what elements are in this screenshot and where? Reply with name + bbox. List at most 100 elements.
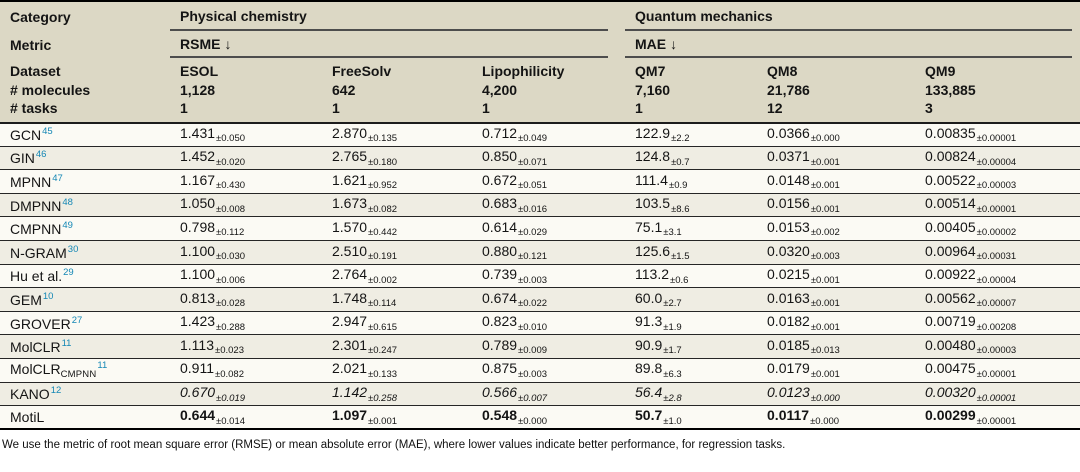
citation-ref-link[interactable]: 29: [63, 267, 74, 279]
metric-error: ±0.001: [810, 274, 840, 286]
metric-value: 0.674: [482, 289, 518, 306]
table-row: GROVER27 1.423±0.288 2.947±0.615 0.823±0.01…: [0, 311, 1080, 336]
dataset-name: Lipophilicity: [482, 63, 565, 79]
metric-value: 0.00922: [925, 266, 976, 283]
metric-mae-cell: MAE ↓: [625, 31, 1080, 58]
value-cell: 0.00299±0.00001: [915, 405, 1080, 431]
metric-error: ±0.013: [810, 345, 840, 357]
value-cell: 0.0156±0.001: [757, 193, 916, 218]
citation-ref-link[interactable]: 30: [67, 243, 79, 255]
value-cell: 125.6±1.5: [625, 240, 758, 265]
metric-value: 90.9: [635, 336, 663, 353]
table-row: MolCLR11 1.113±0.023 2.301±0.247 0.789±0.00…: [0, 334, 1080, 359]
metric-error: ±0.112: [216, 227, 245, 239]
method-cell: KANO12: [0, 382, 170, 407]
metric-value: 1.113: [180, 336, 214, 353]
citation-ref-link[interactable]: 12: [50, 385, 62, 397]
citation-ref-link[interactable]: 47: [52, 172, 63, 184]
metric-value: 1.142: [332, 384, 368, 401]
method-name: Hu et al.: [10, 268, 63, 285]
metric-error: ±0.002: [368, 274, 398, 286]
metric-value: 0.00480: [925, 336, 976, 353]
metric-value: 1.167: [180, 171, 216, 188]
metric-error: ±3.1: [663, 227, 682, 239]
value-cell: 2.765±0.180: [322, 146, 472, 171]
dataset-tasks: 1: [332, 100, 340, 116]
metric-error: ±0.00001: [976, 203, 1017, 215]
group-quantum-mechanics: Quantum mechanics: [625, 1, 1080, 31]
value-cell: 0.739±0.003: [472, 264, 626, 289]
metric-value: 1.097: [332, 407, 368, 424]
dataset-name: QM9: [925, 63, 956, 79]
value-cell: 0.911±0.082: [170, 358, 322, 383]
metric-value: 0.0320: [767, 242, 810, 259]
method-name: KANO: [10, 386, 50, 403]
metric-value: 2.764: [332, 266, 368, 283]
citation-ref-link[interactable]: 45: [42, 126, 53, 138]
metric-value: 1.570: [332, 218, 368, 235]
value-cell: 1.423±0.288: [170, 311, 322, 336]
metric-error: ±0.014: [216, 415, 246, 427]
metric-value: 0.875: [482, 360, 518, 377]
value-cell: 1.621±0.952: [322, 169, 472, 194]
method-cell: MolCLR11: [0, 334, 170, 359]
metric-error: ±0.288: [216, 321, 246, 333]
table-footnote: We use the metric of root mean square er…: [2, 439, 786, 452]
dataset-molecules: 642: [332, 81, 356, 98]
metric-error: ±0.001: [368, 415, 398, 427]
metric-label-cell: Metric: [0, 31, 170, 58]
metric-rsme-cell: RSME ↓: [170, 31, 626, 58]
metric-error: ±0.000: [810, 133, 840, 145]
metric-label: Metric: [10, 36, 52, 53]
citation-ref-link[interactable]: 10: [42, 290, 54, 302]
metric-error: ±0.016: [518, 203, 548, 215]
value-cell: 1.050±0.008: [170, 193, 322, 218]
value-cell: 1.100±0.006: [170, 264, 322, 289]
metric-value: 0.798: [180, 218, 216, 235]
metric-error: ±2.8: [663, 392, 682, 404]
metric-value: 2.947: [332, 313, 368, 330]
value-cell: 1.570±0.442: [322, 216, 472, 241]
metric-value: 0.00514: [925, 195, 976, 212]
metric-value: 0.0148: [767, 171, 810, 188]
method-name: GIN: [10, 150, 35, 167]
metric-value: 0.823: [482, 313, 518, 330]
value-cell: 0.674±0.022: [472, 287, 626, 312]
category-row: Category Physical chemistry Quantum mech…: [0, 1, 1080, 31]
metric-value: 0.0153: [767, 218, 810, 235]
metric-value: 0.850: [482, 148, 518, 165]
metric-error: ±0.000: [518, 415, 548, 427]
metric-name: RSME: [180, 35, 221, 52]
citation-ref-link[interactable]: 27: [71, 314, 83, 326]
citation-ref-link[interactable]: 49: [62, 220, 73, 232]
value-cell: 0.614±0.029: [472, 216, 626, 241]
dataset-tasks: 1: [482, 100, 490, 116]
metric-value: 0.0179: [767, 360, 810, 377]
citation-ref-link[interactable]: 48: [62, 196, 73, 208]
metric-value: 50.7: [635, 407, 663, 424]
metric-error: ±0.00001: [976, 133, 1017, 145]
value-cell: 0.875±0.003: [472, 358, 626, 383]
dataset-tasks: 12: [767, 100, 783, 116]
citation-ref-link[interactable]: 46: [35, 149, 47, 161]
citation-ref-link[interactable]: 11: [97, 360, 108, 372]
dataset-tasks: 3: [925, 100, 933, 116]
metric-error: ±0.050: [216, 133, 246, 145]
value-cell: 1.142±0.258: [322, 382, 472, 407]
metric-value: 0.739: [482, 266, 518, 283]
method-name: MolCLR: [10, 361, 61, 378]
value-cell: 1.748±0.114: [322, 287, 472, 312]
metric-error: ±0.082: [368, 203, 398, 215]
value-cell: 2.021±0.133: [322, 358, 472, 383]
metric-value: 0.00320: [925, 384, 976, 401]
value-cell: 111.4±0.9: [625, 169, 758, 194]
citation-ref-link[interactable]: 11: [61, 338, 72, 350]
table-row: DMPNN48 1.050±0.008 1.673±0.082 0.683±0.016…: [0, 193, 1080, 218]
group-name: Physical chemistry: [180, 7, 307, 24]
value-cell: 0.683±0.016: [472, 193, 626, 218]
metric-value: 0.566: [482, 384, 518, 401]
value-cell: 0.0179±0.001: [757, 358, 916, 383]
value-cell: 56.4±2.8: [625, 382, 758, 407]
metric-value: 0.00475: [925, 360, 976, 377]
metric-error: ±0.00004: [976, 274, 1017, 286]
